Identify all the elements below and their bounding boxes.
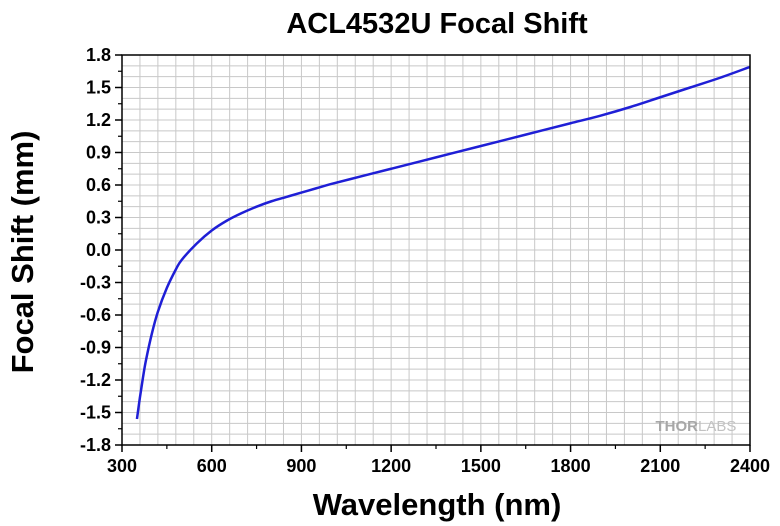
x-tick-label: 600	[197, 456, 227, 476]
thorlabs-logo-part1: THOR	[656, 418, 699, 435]
x-tick-label: 1200	[371, 456, 411, 476]
y-tick-label: 1.8	[86, 45, 111, 65]
thorlabs-logo-part2: LABS	[698, 418, 736, 435]
y-tick-label: -0.6	[80, 305, 111, 325]
x-tick-label: 2400	[730, 456, 770, 476]
y-axis-label: Focal Shift (mm)	[5, 131, 40, 374]
x-tick-label: 2100	[640, 456, 680, 476]
y-tick-label: -0.3	[80, 273, 111, 293]
y-tick-label: 1.5	[86, 78, 111, 98]
y-tick-label: 0.3	[86, 208, 111, 228]
data-line-layer	[135, 65, 751, 420]
y-tick-label: 1.2	[86, 110, 111, 130]
x-tick-label: 1500	[461, 456, 501, 476]
x-tick-label: 900	[286, 456, 316, 476]
x-tick-label: 300	[107, 456, 137, 476]
y-tick-label: -0.9	[80, 338, 111, 358]
y-tick-label: 0.6	[86, 175, 111, 195]
thorlabs-logo: THOR LABS	[656, 418, 737, 435]
x-tick-labels: 300 600 900 1200 1500 1800 2100 2400	[107, 456, 770, 476]
grid	[122, 55, 750, 445]
y-tick-label: -1.5	[80, 403, 111, 423]
y-tick-label: -1.8	[80, 435, 111, 455]
chart-title: ACL4532U Focal Shift	[286, 8, 588, 40]
x-tick-label: 1800	[551, 456, 591, 476]
x-axis-label: Wavelength (nm)	[313, 487, 562, 522]
y-tick-label: -1.2	[80, 370, 111, 390]
focal-shift-series-line	[135, 65, 751, 420]
y-tick-label: 0.9	[86, 143, 111, 163]
y-tick-label: 0.0	[86, 240, 111, 260]
tick-marks	[115, 54, 751, 452]
y-tick-labels: -1.8 -1.5 -1.2 -0.9 -0.6 -0.3 0.0 0.3 0.6 0.9 1.2 1…	[80, 45, 111, 455]
